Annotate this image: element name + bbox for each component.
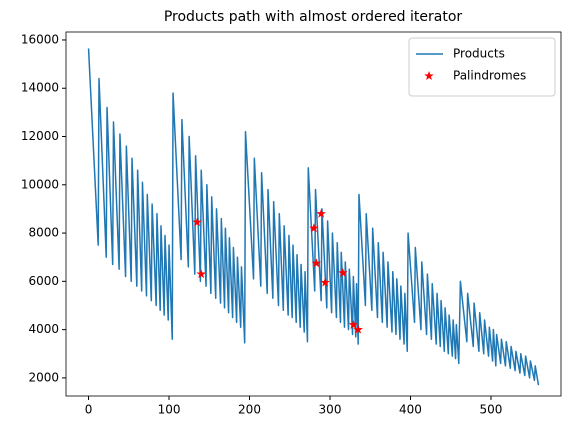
- y-tick-label: 2000: [28, 370, 59, 384]
- palindrome-marker: [311, 258, 322, 268]
- legend-marker: [424, 71, 434, 81]
- palindrome-marker: [338, 267, 348, 277]
- y-tick-label: 8000: [28, 226, 59, 240]
- palindrome-marker: [309, 223, 319, 233]
- x-tick-label: 200: [238, 403, 261, 417]
- products-line: [87, 48, 540, 386]
- palindrome-marker: [196, 269, 206, 279]
- x-tick-label: 100: [158, 403, 181, 417]
- x-tick-label: 400: [399, 403, 422, 417]
- y-tick-label: 4000: [28, 322, 59, 336]
- y-tick-label: 16000: [21, 32, 59, 46]
- legend-label: Palindromes: [453, 69, 526, 83]
- y-tick-label: 10000: [21, 177, 59, 191]
- axes-frame: [65, 31, 562, 397]
- y-tick-label: 12000: [21, 129, 59, 143]
- x-tick-label: 0: [85, 403, 93, 417]
- x-tick-label: 500: [480, 403, 503, 417]
- palindrome-marker: [348, 319, 359, 329]
- palindrome-marker: [353, 324, 363, 334]
- legend-label: Products: [453, 47, 505, 61]
- x-tick-label: 300: [319, 403, 342, 417]
- y-tick-label: 6000: [28, 274, 59, 288]
- palindrome-marker: [192, 217, 202, 227]
- chart-title: Products path with almost ordered iterat…: [164, 9, 463, 25]
- palindrome-marker: [320, 277, 330, 287]
- legend-box: [408, 37, 556, 97]
- palindrome-marker: [316, 208, 326, 218]
- y-tick-label: 14000: [21, 81, 59, 95]
